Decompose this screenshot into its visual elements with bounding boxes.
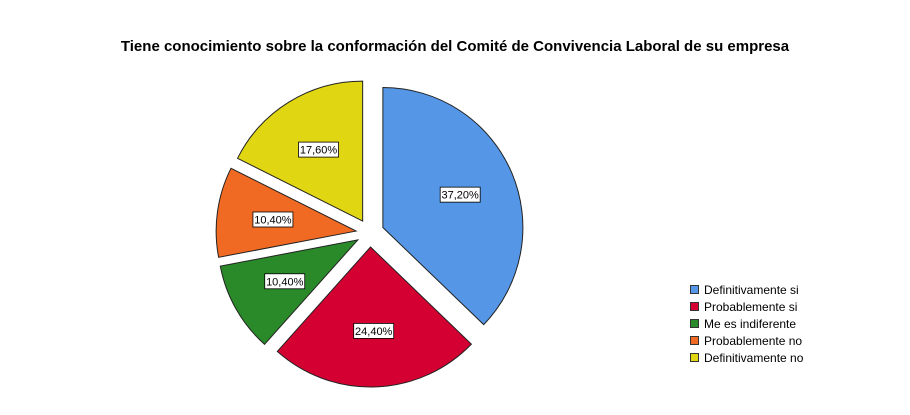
pie-slice-labels: 37,20% 24,40% 10,40% 10,40% 17,60% [252, 141, 481, 339]
pie-slices [215, 80, 524, 388]
chart-title: Tiene conocimiento sobre la conformación… [120, 38, 790, 55]
data-label: 10,40% [266, 276, 304, 288]
legend-swatch [690, 336, 699, 345]
legend-item: Probablemente si [690, 298, 803, 315]
data-label-box [353, 323, 395, 339]
pie-slice-definitivamente-si [382, 87, 524, 326]
legend-item: Me es indiferente [690, 315, 803, 332]
legend-label: Definitivamente no [704, 350, 804, 365]
legend-label: Probablemente si [704, 299, 798, 314]
legend-item: Definitivamente no [690, 349, 803, 366]
legend-item: Probablemente no [690, 332, 803, 349]
pie-slice-probablemente-si [276, 246, 473, 388]
legend-swatch [690, 285, 699, 294]
legend-label: Probablemente no [704, 333, 803, 348]
data-label: 10,40% [254, 214, 292, 226]
legend: Definitivamente si Probablemente si Me es … [690, 281, 803, 366]
legend-label: Me es indiferente [704, 316, 797, 331]
pie-slice-me-es-indiferente [219, 239, 360, 346]
legend-swatch [690, 353, 699, 362]
data-label-box [298, 141, 339, 158]
data-label: 24,40% [355, 326, 393, 338]
data-label: 17,60% [300, 145, 338, 157]
data-label-box [439, 186, 481, 203]
legend-swatch [690, 302, 699, 311]
legend-label: Definitivamente si [704, 282, 799, 297]
data-label-box [252, 211, 294, 228]
data-label-box [264, 273, 306, 290]
legend-item: Definitivamente si [690, 281, 803, 298]
data-label: 37,20% [442, 190, 480, 202]
legend-swatch [690, 319, 699, 328]
